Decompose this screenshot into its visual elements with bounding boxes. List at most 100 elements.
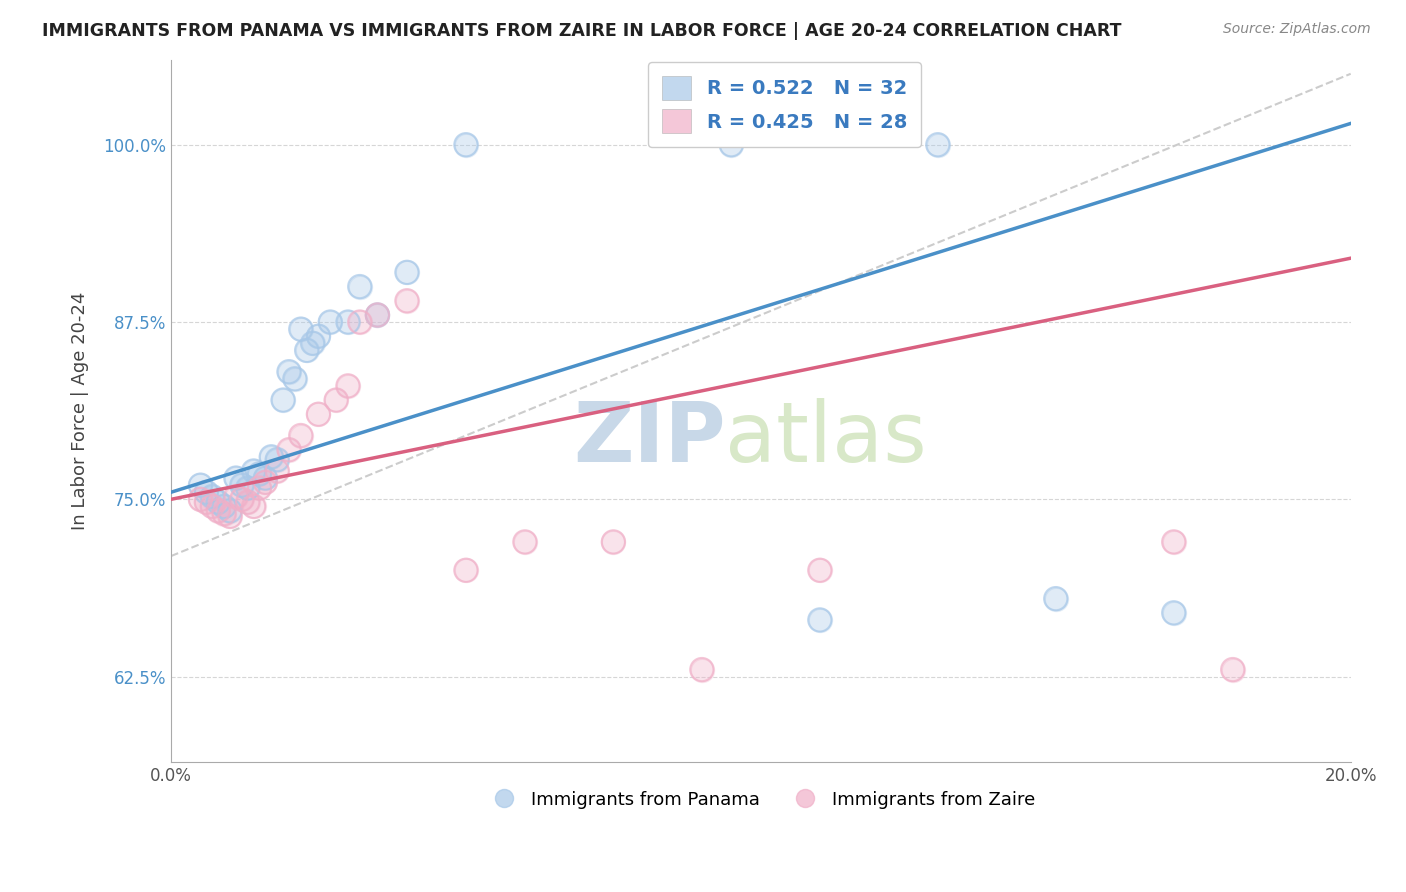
Point (808, 563, 831, 577)
Point (349, 315, 371, 329)
Point (690, 663, 713, 677)
Point (366, 308, 388, 322)
Point (201, 490, 224, 504)
Point (720, 137, 742, 152)
Point (278, 365, 301, 379)
Point (201, 500, 224, 514)
Point (231, 492, 253, 507)
Point (290, 428, 312, 442)
Point (284, 372, 307, 386)
Legend: Immigrants from Panama, Immigrants from Zaire: Immigrants from Panama, Immigrants from … (479, 783, 1043, 816)
Point (195, 495, 218, 509)
Point (454, 137, 477, 152)
Text: Source: ZipAtlas.com: Source: ZipAtlas.com (1223, 22, 1371, 37)
Point (336, 379, 359, 393)
Point (231, 478, 253, 492)
Point (454, 563, 477, 577)
Point (254, 475, 277, 490)
Point (1163, 606, 1185, 620)
Point (325, 392, 347, 407)
Point (190, 478, 212, 492)
Point (301, 336, 323, 351)
Point (266, 464, 288, 478)
Point (366, 308, 388, 322)
Point (307, 407, 329, 421)
Point (1222, 663, 1244, 677)
Point (602, 535, 624, 549)
Point (454, 137, 477, 152)
Point (366, 308, 388, 322)
Point (1163, 606, 1185, 620)
Point (349, 279, 371, 293)
Point (336, 315, 359, 329)
Point (212, 500, 235, 514)
Point (266, 464, 288, 478)
Point (207, 504, 229, 518)
Point (278, 442, 301, 457)
Point (207, 495, 229, 509)
Point (249, 481, 271, 495)
Point (602, 535, 624, 549)
Point (513, 535, 536, 549)
Point (249, 467, 271, 481)
Point (219, 504, 242, 518)
Point (336, 379, 359, 393)
Point (808, 613, 831, 627)
Point (271, 392, 294, 407)
Point (395, 293, 418, 308)
Point (290, 322, 312, 336)
Point (219, 504, 242, 518)
Point (278, 442, 301, 457)
Point (1045, 591, 1067, 606)
Point (242, 464, 264, 478)
Point (225, 490, 247, 504)
Point (190, 478, 212, 492)
Point (201, 490, 224, 504)
Point (190, 492, 212, 507)
Point (690, 663, 713, 677)
Point (236, 495, 259, 509)
Point (454, 563, 477, 577)
Point (242, 500, 264, 514)
Point (290, 428, 312, 442)
Point (212, 507, 235, 521)
Point (295, 343, 318, 358)
Point (254, 471, 277, 485)
Point (207, 504, 229, 518)
Point (231, 478, 253, 492)
Point (254, 475, 277, 490)
Point (307, 329, 329, 343)
Point (513, 535, 536, 549)
Point (219, 509, 242, 524)
Point (236, 495, 259, 509)
Point (195, 485, 218, 500)
Point (319, 315, 342, 329)
Point (236, 481, 259, 495)
Point (295, 343, 318, 358)
Point (260, 450, 283, 464)
Point (325, 392, 347, 407)
Point (336, 315, 359, 329)
Point (207, 495, 229, 509)
Y-axis label: In Labor Force | Age 20-24: In Labor Force | Age 20-24 (72, 292, 89, 530)
Point (249, 467, 271, 481)
Point (927, 137, 949, 152)
Point (201, 500, 224, 514)
Point (395, 265, 418, 279)
Point (366, 308, 388, 322)
Point (319, 315, 342, 329)
Point (278, 365, 301, 379)
Point (720, 137, 742, 152)
Point (212, 507, 235, 521)
Point (254, 471, 277, 485)
Point (219, 509, 242, 524)
Point (808, 613, 831, 627)
Point (290, 322, 312, 336)
Point (225, 471, 247, 485)
Point (260, 450, 283, 464)
Point (1045, 591, 1067, 606)
Point (225, 490, 247, 504)
Text: atlas: atlas (725, 398, 927, 479)
Point (349, 315, 371, 329)
Point (307, 329, 329, 343)
